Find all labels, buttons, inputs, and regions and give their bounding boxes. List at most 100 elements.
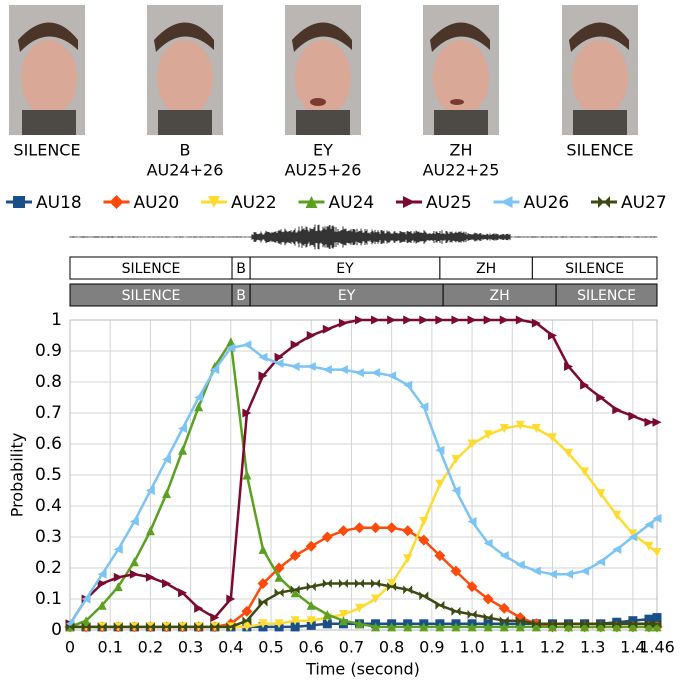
series-marker bbox=[322, 532, 333, 543]
series-marker bbox=[419, 517, 428, 526]
y-tick-label: 0.8 bbox=[35, 372, 62, 392]
frame-caption: AU24+26 bbox=[147, 161, 224, 180]
series-marker bbox=[178, 446, 187, 455]
x-tick-label: 1.0 bbox=[459, 638, 484, 657]
phoneme-label: EY bbox=[336, 261, 354, 277]
series-marker bbox=[644, 418, 653, 427]
y-tick-label: 0.1 bbox=[35, 589, 62, 609]
x-tick-label: 0.4 bbox=[218, 638, 243, 657]
series-marker bbox=[354, 522, 365, 533]
x-tick-label: 0.1 bbox=[97, 638, 122, 657]
series-marker bbox=[323, 365, 332, 374]
x-axis-title: Time (second) bbox=[305, 660, 420, 679]
frame-caption: B bbox=[180, 141, 191, 160]
y-tick-label: 0.7 bbox=[35, 403, 62, 423]
page: {"frames": [ {"labels": ["SILENCE"]}, {"… bbox=[0, 0, 682, 681]
series-marker bbox=[130, 570, 139, 579]
x-tick-label: 0.8 bbox=[379, 638, 404, 657]
x-tick-label: 0.2 bbox=[138, 638, 163, 657]
x-tick-label: 1.46 bbox=[639, 638, 675, 657]
series-marker bbox=[402, 525, 413, 536]
x-tick-label: 1.1 bbox=[500, 638, 525, 657]
phoneme-label: SILENCE bbox=[122, 261, 181, 277]
phoneme-label: B bbox=[236, 288, 246, 304]
series-marker bbox=[291, 362, 300, 371]
waveform bbox=[70, 225, 657, 250]
series-marker bbox=[435, 480, 444, 489]
series-marker bbox=[451, 316, 460, 325]
frame-caption: SILENCE bbox=[13, 141, 80, 160]
series-marker bbox=[355, 579, 364, 588]
x-tick-label: 0.7 bbox=[339, 638, 364, 657]
y-axis-title: Probability bbox=[8, 433, 27, 518]
x-tick-label: 0 bbox=[65, 638, 75, 657]
y-tick-label: 0.5 bbox=[35, 465, 62, 485]
phoneme-label: EY bbox=[338, 288, 356, 304]
legend-marker bbox=[403, 196, 415, 208]
series-marker bbox=[339, 365, 348, 374]
series-marker bbox=[386, 522, 397, 533]
legend-marker bbox=[598, 196, 610, 208]
x-tick-label: 1.3 bbox=[580, 638, 605, 657]
phoneme-label: SILENCE bbox=[122, 288, 181, 304]
series-marker bbox=[258, 545, 267, 554]
x-tick-label: 0.5 bbox=[258, 638, 283, 657]
x-tick-label: 0.3 bbox=[178, 638, 203, 657]
series-marker bbox=[146, 526, 155, 535]
series-marker bbox=[370, 522, 381, 533]
series-marker bbox=[435, 316, 444, 325]
x-tick-label: 0.9 bbox=[419, 638, 444, 657]
y-tick-label: 0.2 bbox=[35, 558, 62, 578]
legend-label: AU26 bbox=[524, 193, 570, 213]
series-marker bbox=[162, 489, 171, 498]
x-tick-label: 1.2 bbox=[540, 638, 565, 657]
series-marker bbox=[178, 424, 187, 433]
legend-marker bbox=[501, 196, 513, 208]
y-tick-label: 1 bbox=[51, 310, 62, 330]
series-marker bbox=[564, 570, 573, 579]
figure: Time (second) Probability SILENCEBAU24+2… bbox=[0, 0, 682, 681]
series-marker bbox=[419, 316, 428, 325]
legend-marker bbox=[13, 196, 25, 208]
series-marker bbox=[371, 368, 380, 377]
series-marker bbox=[338, 525, 349, 536]
phoneme-label: SILENCE bbox=[577, 288, 636, 304]
series-marker bbox=[306, 541, 317, 552]
frame-caption: ZH bbox=[450, 141, 473, 160]
y-tick-label: 0.6 bbox=[35, 434, 62, 454]
legend-label: AU25 bbox=[426, 193, 472, 213]
series-line bbox=[70, 528, 657, 627]
y-tick-label: 0 bbox=[51, 620, 62, 640]
face-frames bbox=[9, 5, 638, 135]
legend-label: AU27 bbox=[621, 193, 667, 213]
series-marker bbox=[403, 585, 412, 594]
series-marker bbox=[516, 316, 525, 325]
phoneme-label: ZH bbox=[490, 288, 510, 304]
series-marker bbox=[194, 393, 203, 402]
face bbox=[9, 5, 85, 135]
series-marker bbox=[323, 325, 332, 334]
face bbox=[423, 5, 499, 135]
y-tick-label: 0.3 bbox=[35, 527, 62, 547]
legend-label: AU20 bbox=[134, 193, 180, 213]
series-marker bbox=[484, 316, 493, 325]
phoneme-label: ZH bbox=[476, 261, 496, 277]
frame-caption: SILENCE bbox=[566, 141, 633, 160]
series-marker bbox=[499, 603, 510, 614]
legend-label: AU24 bbox=[329, 193, 375, 213]
legend-label: AU22 bbox=[231, 193, 277, 213]
series-marker bbox=[323, 579, 332, 588]
phoneme-label: SILENCE bbox=[565, 261, 624, 277]
series-marker bbox=[500, 316, 509, 325]
series-marker bbox=[371, 316, 380, 325]
series-marker bbox=[371, 579, 380, 588]
series-marker bbox=[162, 455, 171, 464]
frame-caption: EY bbox=[313, 141, 333, 160]
series-marker bbox=[355, 316, 364, 325]
series-marker bbox=[339, 579, 348, 588]
series-marker bbox=[451, 607, 460, 616]
face bbox=[562, 5, 638, 135]
frame-caption: AU25+26 bbox=[285, 161, 362, 180]
series-marker bbox=[403, 316, 412, 325]
legend-marker bbox=[110, 195, 124, 209]
